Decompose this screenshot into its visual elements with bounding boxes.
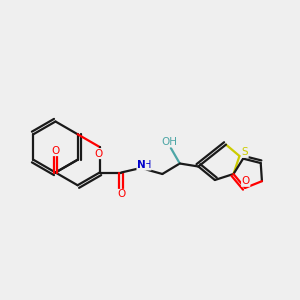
Text: N: N bbox=[137, 160, 146, 170]
Text: O: O bbox=[51, 146, 60, 156]
Text: S: S bbox=[242, 147, 248, 158]
Text: O: O bbox=[117, 189, 125, 200]
Text: O: O bbox=[94, 148, 102, 159]
Text: O: O bbox=[242, 176, 250, 186]
Text: H: H bbox=[144, 160, 151, 170]
Text: OH: OH bbox=[161, 137, 177, 147]
